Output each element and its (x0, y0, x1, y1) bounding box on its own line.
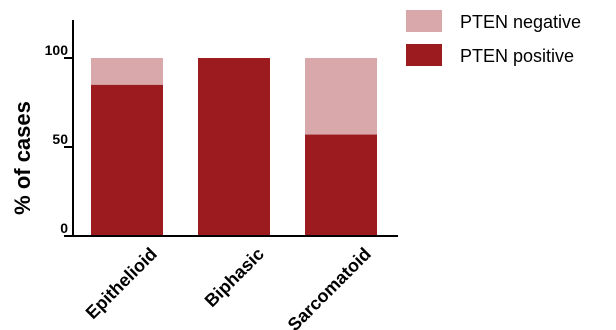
bars-group (91, 58, 377, 236)
y-ticks-group: 0 50 100 (45, 42, 73, 237)
bar-epithelioid-negative (91, 58, 163, 85)
category-label-biphasic: Biphasic (201, 244, 268, 311)
bar-epithelioid-positive (91, 84, 163, 236)
legend-label-positive: PTEN positive (460, 46, 574, 66)
bar-sarcomatoid-positive (305, 134, 377, 236)
legend-label-negative: PTEN negative (460, 12, 581, 32)
bar-sarcomatoid-negative (305, 58, 377, 135)
category-label-sarcomatoid: Sarcomatoid (284, 244, 375, 330)
bar-biphasic-positive (198, 58, 270, 236)
category-labels-group: Epithelioid Biphasic Sarcomatoid (82, 244, 375, 330)
category-label-epithelioid: Epithelioid (82, 244, 161, 323)
y-tick-label: 0 (60, 220, 68, 236)
y-tick-label: 50 (52, 131, 68, 147)
y-axis-label: % of cases (10, 101, 35, 215)
y-tick-label: 100 (45, 42, 69, 58)
legend-swatch-positive (406, 44, 442, 66)
legend: PTEN negative PTEN positive (406, 10, 581, 66)
legend-swatch-negative (406, 10, 442, 32)
